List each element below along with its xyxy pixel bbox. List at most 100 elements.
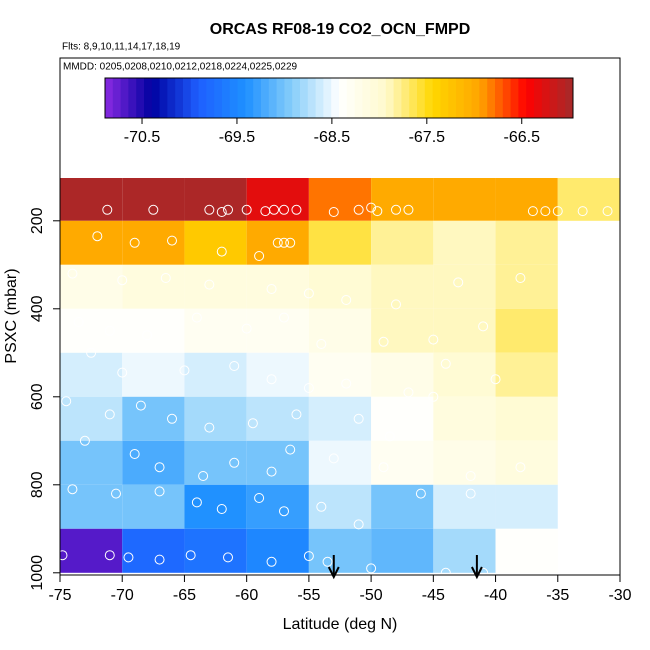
- heatmap-cell: [122, 528, 185, 573]
- heatmap-cell: [122, 220, 185, 265]
- data-point: [67, 484, 78, 495]
- heatmap-cell: [184, 176, 247, 221]
- data-point: [61, 396, 72, 407]
- data-point: [341, 295, 352, 305]
- heatmap-cell: [122, 484, 185, 529]
- data-point: [154, 554, 165, 565]
- data-point: [154, 486, 165, 497]
- heatmap-cell: [308, 352, 372, 397]
- colorbar-swatch: [159, 78, 168, 118]
- y-axis-label: PSXC (mbar): [3, 268, 20, 363]
- heatmap-cell: [60, 484, 123, 529]
- heatmap-cell: [184, 220, 247, 265]
- heatmap-cell: [122, 440, 185, 485]
- x-tick-label: -70: [111, 587, 134, 604]
- data-point: [67, 268, 78, 279]
- data-point: [266, 466, 277, 477]
- colorbar-swatch: [105, 78, 114, 118]
- data-point: [428, 391, 439, 402]
- heatmap-cell: [495, 176, 558, 221]
- heatmap-cell: [60, 220, 123, 265]
- colorbar-swatch: [144, 78, 153, 118]
- data-point: [129, 449, 140, 459]
- colorbar-swatch: [557, 78, 566, 118]
- data-point: [272, 237, 283, 248]
- data-point: [415, 488, 426, 499]
- data-point: [316, 339, 327, 349]
- data-point: [403, 387, 414, 398]
- colorbar-swatch: [214, 78, 223, 118]
- heatmap-cell: [495, 528, 558, 573]
- plot-frame: [59, 57, 621, 576]
- data-point: [135, 400, 146, 411]
- data-point: [191, 497, 202, 508]
- heatmap-cell: [495, 440, 558, 485]
- heatmap-cell: [184, 484, 247, 529]
- x-tick-label: -55: [297, 587, 320, 604]
- heatmap-cell: [184, 308, 247, 353]
- heatmap-cell: [246, 440, 309, 485]
- data-point: [527, 206, 538, 217]
- heatmap-cell: [60, 308, 123, 353]
- heatmap-cell: [433, 484, 496, 529]
- data-point: [142, 330, 153, 341]
- data-point: [167, 413, 177, 424]
- colorbar-swatch: [510, 78, 519, 118]
- data-point: [57, 550, 68, 561]
- data-point: [453, 277, 464, 288]
- data-point: [552, 206, 563, 217]
- colorbar-tick-label: -70.5: [124, 129, 161, 146]
- annotation: MMDD: 0205,0208,0210,0212,0218,0224,0225…: [63, 62, 298, 73]
- heatmap-cell: [246, 264, 309, 309]
- data-point: [123, 552, 134, 563]
- data-point: [577, 206, 588, 217]
- data-point: [366, 563, 377, 574]
- heatmap-cell: [371, 528, 434, 573]
- data-point: [602, 206, 613, 217]
- heatmap-cell: [60, 176, 123, 221]
- colorbar-swatch: [206, 78, 215, 118]
- data-point: [540, 206, 551, 217]
- colorbar-swatch: [495, 78, 504, 118]
- colorbar-swatch: [120, 78, 129, 118]
- heatmap-cell: [122, 264, 185, 309]
- heatmap-cell: [308, 396, 372, 441]
- colorbar-swatch: [268, 78, 278, 118]
- heatmap-cell: [308, 528, 372, 573]
- data-point: [279, 506, 289, 517]
- colorbar-frame: [104, 77, 574, 119]
- colorbar-swatch: [456, 78, 465, 118]
- data-point: [204, 422, 215, 433]
- data-point: [384, 431, 395, 442]
- heatmap-cell: [433, 264, 496, 309]
- heatmap-cell: [60, 396, 123, 441]
- colorbar-swatch: [479, 78, 488, 118]
- heatmap-cell: [308, 484, 372, 529]
- heatmap-cell: [184, 396, 247, 441]
- data-point: [515, 462, 526, 473]
- data-point: [241, 204, 252, 215]
- x-axis-label: Latitude (deg N): [283, 616, 398, 633]
- heatmap-cell: [371, 396, 434, 441]
- heatmap-cell: [433, 176, 496, 221]
- colorbar-swatch: [448, 78, 457, 118]
- x-tick-label: -30: [608, 587, 631, 604]
- data-point: [254, 493, 265, 503]
- data-point: [353, 413, 364, 424]
- heatmap-cell: [495, 308, 558, 353]
- heatmap-cell: [246, 528, 309, 573]
- heatmap-cell: [246, 352, 309, 397]
- colorbar-swatch: [487, 78, 496, 118]
- colorbar-swatch: [237, 78, 246, 118]
- colorbar-swatch: [292, 78, 301, 118]
- data-point: [104, 325, 115, 336]
- data-point: [223, 552, 233, 563]
- data-point: [111, 488, 121, 499]
- data-point: [366, 202, 377, 213]
- data-point: [285, 237, 296, 248]
- x-tick-label: -75: [48, 587, 71, 604]
- heatmap-cell: [122, 308, 185, 353]
- data-point: [92, 231, 103, 242]
- heatmap-cell: [433, 396, 496, 441]
